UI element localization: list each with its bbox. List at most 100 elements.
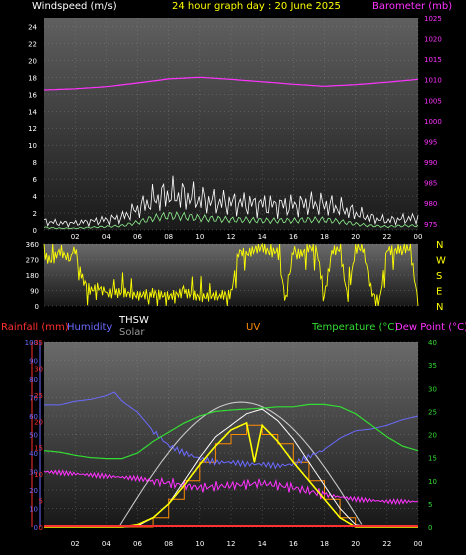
direction-y-tick-3: 270 [26, 257, 39, 265]
temperature-x-tick-10: 22 [382, 540, 391, 548]
temperature-line [43, 403, 419, 460]
direction-y-tick-1: 90 [30, 288, 39, 296]
barometer-y-tick-4: 995 [424, 138, 437, 146]
wind-y-tick-3: 6 [33, 176, 38, 184]
rain-y-tick-2: 10 [34, 471, 43, 479]
temperature-y-tick-3: 15 [428, 455, 437, 463]
wind-y-tick-2: 4 [33, 193, 38, 201]
wind-x-tick-11: 00 [414, 233, 423, 241]
humidity-y-tick-1: 10 [29, 506, 38, 514]
wind-y-tick-11: 22 [28, 40, 37, 48]
compass-label-1: W [436, 256, 446, 267]
rain-y-tick-1: 5 [39, 498, 43, 506]
wind-average-line [43, 210, 419, 230]
rain-y-tick-4: 20 [34, 418, 43, 426]
temperature-x-tick-11: 00 [414, 540, 423, 548]
page-title: 24 hour graph day : 20 June 2025 [172, 1, 341, 12]
wind-x-tick-2: 06 [133, 233, 142, 241]
legend-uv: UV [246, 322, 260, 333]
legend-dew-point: Dew Point (°C) [395, 322, 466, 333]
clear-sky-curve [118, 401, 363, 528]
temperature-x-tick-4: 10 [195, 540, 204, 548]
barometer-y-tick-10: 1025 [424, 15, 442, 23]
legend-rainfall: Rainfall (mm) [1, 322, 69, 333]
temperature-y-tick-1: 5 [428, 501, 432, 509]
rain-y-tick-5: 25 [34, 392, 43, 400]
wind-y-tick-4: 8 [33, 159, 37, 167]
humidity-y-tick-0: 0 [34, 524, 38, 532]
wind-gridlines [44, 18, 419, 231]
temperature-x-tick-7: 16 [289, 540, 298, 548]
compass-label-4: N [436, 302, 443, 313]
humidity-y-tick-7: 70 [29, 395, 38, 403]
barometer-y-tick-7: 1010 [424, 77, 442, 85]
left-axis-title: Windspeed (m/s) [32, 1, 117, 12]
legend-thsw: THSW [118, 315, 149, 326]
temperature-y-tick-7: 35 [428, 362, 437, 370]
wind-x-tick-1: 04 [102, 233, 111, 241]
wind-y-tick-9: 18 [28, 74, 37, 82]
temperature-x-tick-5: 12 [227, 540, 236, 548]
temperature-series [43, 391, 419, 528]
barometer-y-tick-1: 980 [424, 200, 437, 208]
barometer-y-tick-3: 990 [424, 159, 437, 167]
humidity-y-ticks: 0 10 20 30 40 50 60 70 80 90 100 [25, 339, 38, 532]
legend-humidity: Humidity [67, 322, 112, 333]
wind-y-tick-0: 0 [33, 227, 37, 235]
right-axis-title: Barometer (mb) [372, 1, 452, 12]
rain-y-tick-3: 15 [34, 445, 43, 453]
direction-line [43, 242, 419, 307]
rain-y-ticks: 0 5 10 15 20 25 30 35 [34, 339, 43, 532]
humidity-line [44, 391, 419, 470]
temperature-x-tick-0: 02 [71, 540, 80, 548]
wind-x-tick-10: 22 [382, 233, 391, 241]
wind-x-ticks: 02 04 06 08 10 12 14 16 18 20 22 00 [71, 233, 423, 241]
wind-series [43, 76, 419, 230]
wind-x-tick-5: 12 [227, 233, 236, 241]
temperature-x-tick-1: 04 [102, 540, 111, 548]
wind-y-tick-8: 16 [28, 91, 37, 99]
wind-x-tick-4: 10 [195, 233, 204, 241]
compass-label-0: N [436, 240, 443, 251]
wind-y-tick-1: 2 [33, 210, 37, 218]
legend-solar: Solar [119, 327, 145, 338]
humidity-y-tick-2: 20 [29, 487, 38, 495]
wind-x-tick-9: 20 [351, 233, 360, 241]
temperature-x-tick-2: 06 [133, 540, 142, 548]
rain-y-tick-0: 0 [39, 524, 43, 532]
wind-x-tick-8: 18 [320, 233, 329, 241]
direction-series [43, 242, 419, 307]
wind-y-tick-7: 14 [28, 108, 37, 116]
wind-y-tick-6: 12 [28, 125, 37, 133]
wind-x-tick-6: 14 [258, 233, 267, 241]
barometer-y-tick-9: 1020 [424, 36, 442, 44]
compass-label-2: S [436, 271, 442, 282]
legend-temperature: Temperature (°C) [311, 322, 398, 333]
compass-label-3: E [436, 287, 442, 298]
windspeed-line [43, 175, 419, 228]
direction-panel [44, 244, 418, 306]
rain-y-tick-6: 30 [34, 365, 43, 373]
humidity-y-tick-6: 60 [29, 413, 38, 421]
temperature-y-tick-4: 20 [428, 432, 437, 440]
barometer-y-tick-5: 1000 [424, 118, 442, 126]
temperature-y-tick-6: 30 [428, 385, 437, 393]
humidity-y-tick-10: 100 [25, 339, 38, 347]
temperature-x-tick-6: 14 [258, 540, 267, 548]
direction-y-tick-2: 180 [26, 272, 39, 280]
temperature-y-tick-8: 40 [428, 339, 437, 347]
temperature-x-tick-8: 18 [320, 540, 329, 548]
humidity-y-tick-5: 50 [29, 432, 38, 440]
wind-y-tick-12: 24 [28, 23, 37, 31]
barometer-y-tick-6: 1005 [424, 97, 442, 105]
wind-y-tick-10: 20 [28, 57, 37, 65]
barometer-y-tick-8: 1015 [424, 56, 442, 64]
temperature-y-ticks: 0 5 10 15 20 25 30 35 40 [428, 339, 437, 532]
humidity-y-tick-4: 40 [29, 450, 38, 458]
barometer-y-ticks: 975 980 985 990 995 1000 1005 1010 1015 1020 1025 [424, 15, 442, 229]
rain-y-tick-7: 35 [34, 339, 43, 347]
temperature-y-tick-2: 10 [428, 478, 437, 486]
